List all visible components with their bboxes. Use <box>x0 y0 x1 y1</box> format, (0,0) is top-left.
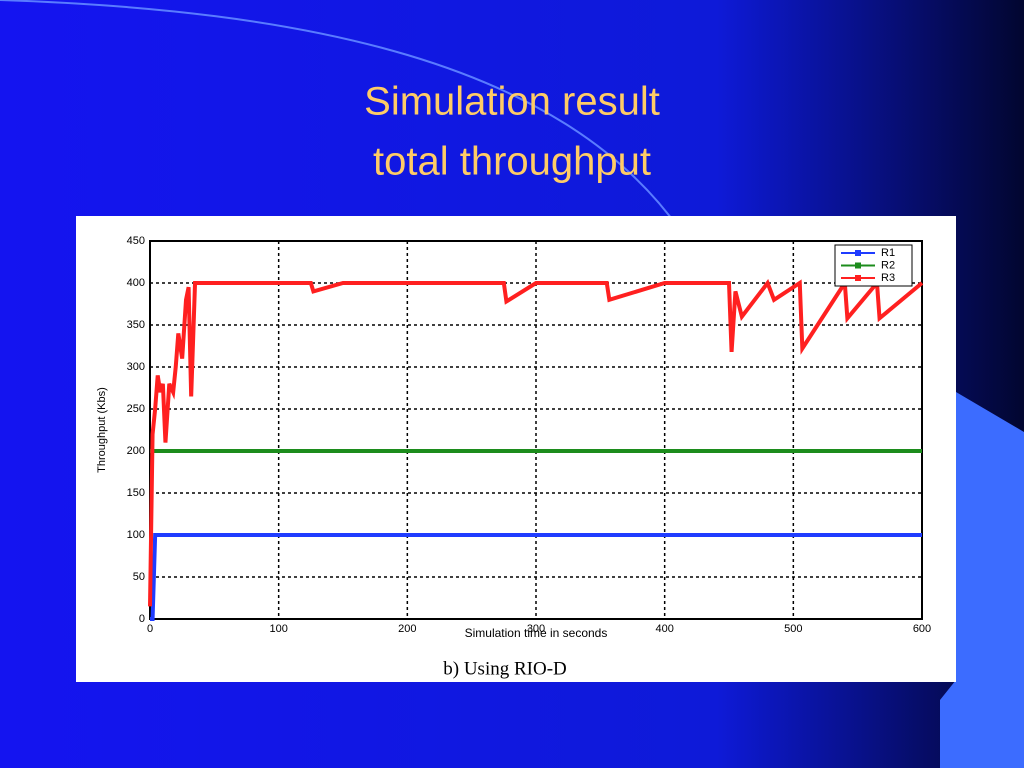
y-axis-label: Throughput (Kbs) <box>96 387 108 473</box>
legend-label: R1 <box>881 247 895 259</box>
y-tick-label: 50 <box>133 571 145 583</box>
legend-marker <box>855 262 861 269</box>
y-tick-label: 250 <box>127 403 145 415</box>
decor-wedge <box>940 392 1024 768</box>
x-tick-label: 400 <box>655 623 673 635</box>
x-tick-label: 100 <box>269 623 287 635</box>
legend-label: R3 <box>881 272 895 284</box>
x-tick-label: 300 <box>527 623 545 635</box>
legend-label: R2 <box>881 259 895 271</box>
slide-title: Simulation result <box>364 80 660 124</box>
series-line <box>150 533 922 621</box>
x-tick-label: 600 <box>913 623 931 635</box>
y-tick-label: 200 <box>127 445 145 457</box>
x-tick-label: 0 <box>147 623 153 635</box>
legend-marker <box>855 250 861 256</box>
series-line <box>148 276 924 607</box>
y-tick-label: 100 <box>127 529 145 541</box>
x-tick-label: 200 <box>398 623 416 635</box>
y-tick-label: 450 <box>127 235 145 247</box>
slide-subtitle: total throughput <box>373 140 651 184</box>
legend-marker <box>855 275 861 281</box>
y-tick-label: 150 <box>127 487 145 499</box>
y-tick-label: 300 <box>127 361 145 373</box>
x-tick-label: 500 <box>784 623 802 635</box>
y-tick-label: 400 <box>127 277 145 289</box>
decor-curve <box>0 0 681 231</box>
plot-frame <box>149 240 923 620</box>
y-tick-label: 0 <box>139 613 145 625</box>
figure-caption: b) Using RIO-D <box>443 658 567 679</box>
x-axis-label: Simulation time in seconds <box>465 626 608 640</box>
y-tick-label: 350 <box>127 319 145 331</box>
